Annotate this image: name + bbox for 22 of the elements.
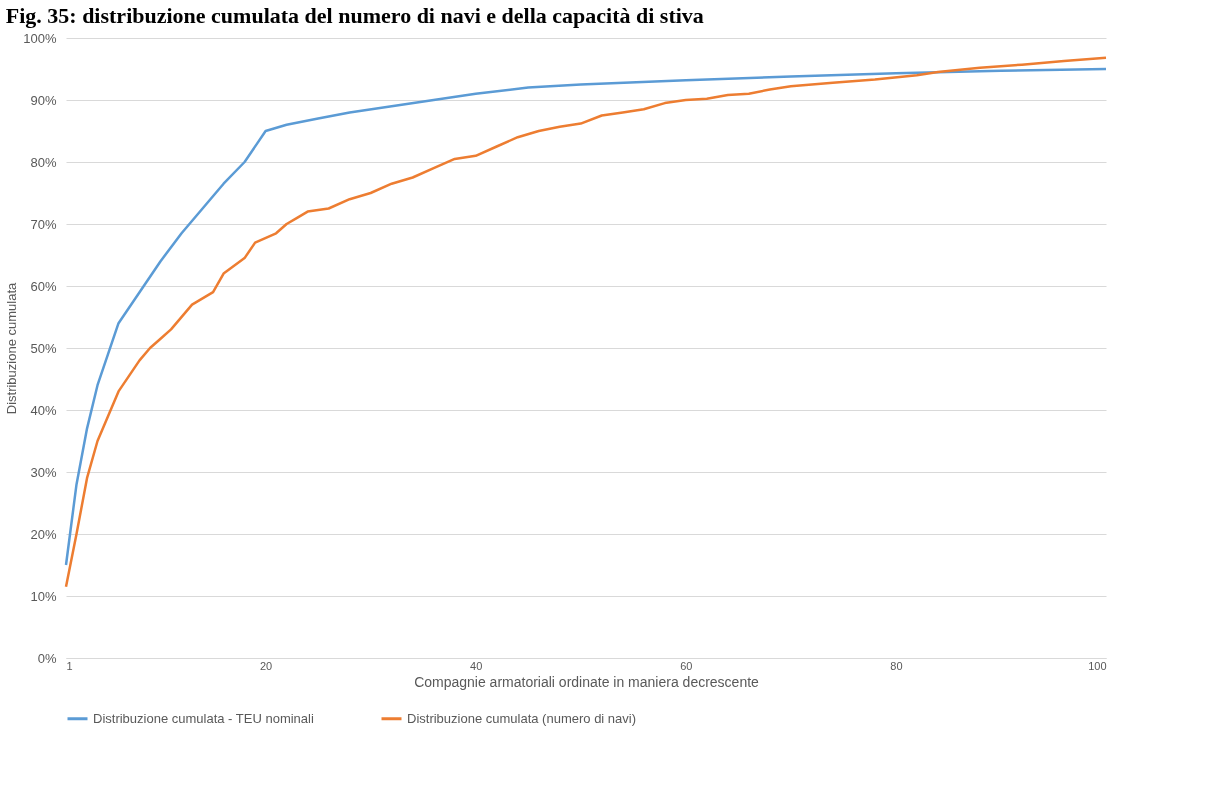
x-tick-label: 1 [66, 659, 73, 672]
x-axis-title: Compagnie armatoriali ordinate in maniera decrescente [414, 673, 760, 690]
y-tick-label: 20% [30, 526, 57, 542]
chart-title: Fig. 35: distribuzione cumulata del numero di navi e della capacità di stiva [5, 3, 704, 28]
legend-label: Distribuzione cumulata (numero di navi) [407, 710, 637, 726]
x-tick-label: 80 [890, 659, 903, 672]
y-tick-label: 60% [30, 278, 57, 294]
x-tick-label: 20 [259, 659, 273, 672]
y-tick-label: 80% [30, 154, 57, 170]
y-tick-label: 30% [30, 464, 57, 480]
y-tick-label: 70% [30, 216, 57, 232]
x-tick-label: 60 [680, 659, 693, 672]
x-tick-label: 40 [470, 659, 483, 672]
y-axis-title: Distribuzione cumulata [4, 281, 20, 415]
y-tick-label: 50% [30, 340, 57, 356]
y-tick-label: 100% [23, 30, 57, 46]
x-tick-label: 100 [1088, 659, 1107, 672]
y-tick-label: 10% [30, 588, 57, 604]
y-tick-label: 40% [30, 402, 57, 418]
y-tick-label: 90% [30, 92, 57, 108]
legend-label: Distribuzione cumulata - TEU nominali [93, 710, 314, 726]
y-tick-label: 0% [37, 650, 57, 666]
